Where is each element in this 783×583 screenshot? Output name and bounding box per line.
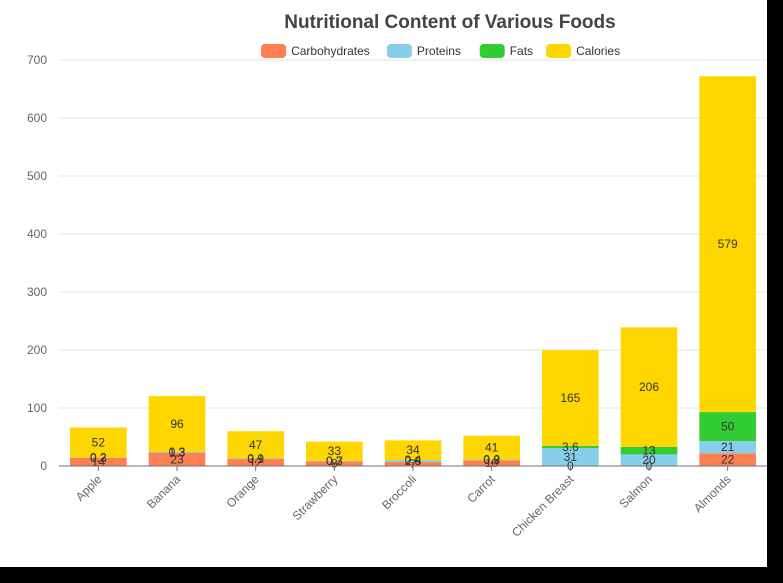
data-label-apple-proteins: 0.3: [90, 451, 107, 465]
bar-chicken-breast-proteins: [542, 448, 599, 466]
data-label-almonds-fats: 50: [721, 420, 735, 434]
legend-item-carbohydrates[interactable]: Carbohydrates: [261, 44, 370, 58]
bar-apple-calories: [70, 427, 127, 458]
y-tick-label-700: 700: [27, 53, 47, 67]
data-label-carrot-fats: 0.2: [483, 453, 500, 467]
x-tick-label-banana: Banana: [144, 472, 183, 511]
data-label-strawberry-carbohydrates: 8: [331, 457, 338, 471]
data-label-salmon-fats: 13: [642, 444, 656, 458]
bar-broccoli-carbohydrates: [384, 461, 442, 466]
y-tick-label-500: 500: [27, 169, 47, 183]
bar-almonds-calories: [699, 76, 756, 413]
legend-item-calories[interactable]: Calories: [546, 44, 620, 58]
data-label-orange-fats: 0.1: [247, 451, 264, 465]
data-label-broccoli-fats: 0.4: [405, 453, 422, 467]
data-label-apple-calories: 52: [92, 436, 106, 450]
x-tick-label-broccoli: Broccoli: [379, 472, 419, 512]
data-label-banana-fats: 0.3: [169, 445, 186, 459]
x-tick-label-strawberry: Strawberry: [290, 472, 341, 523]
y-axis: 0 100 200 300 400 500 600 700: [27, 53, 47, 473]
y-tick-label-600: 600: [27, 111, 47, 125]
bar-almonds-fats: [699, 412, 756, 442]
bar-orange-calories: [227, 431, 284, 459]
data-labels-group: 140.30.252231.30.396120.90.14780.70.3337…: [90, 237, 738, 473]
legend-label-calories: Calories: [576, 44, 620, 58]
data-label-banana-proteins: 1.3: [169, 445, 186, 459]
bar-almonds-proteins: [699, 441, 756, 454]
bar-broccoli-calories: [384, 440, 442, 461]
bar-carrot-calories: [463, 435, 520, 460]
legend-label-proteins: Proteins: [417, 44, 461, 58]
x-tick-label-carrot: Carrot: [464, 472, 498, 506]
x-tick-label-almonds: Almonds: [691, 472, 734, 515]
y-tick-label-400: 400: [27, 227, 47, 241]
data-label-almonds-proteins: 21: [721, 440, 735, 454]
bar-almonds-carbohydrates: [699, 453, 756, 466]
data-label-orange-calories: 47: [249, 438, 263, 452]
bar-salmon-proteins: [620, 454, 678, 466]
bar-chicken-breast-fats: [542, 445, 599, 449]
data-label-strawberry-calories: 33: [328, 444, 342, 458]
data-label-salmon-calories: 206: [639, 380, 659, 394]
bars-group: [70, 76, 756, 466]
data-label-broccoli-carbohydrates: 7: [410, 457, 417, 471]
data-label-apple-carbohydrates: 14: [92, 455, 106, 469]
bar-chicken-breast-calories: [542, 350, 599, 446]
data-label-carrot-proteins: 0.9: [483, 453, 500, 467]
bar-salmon-fats: [620, 446, 678, 455]
data-label-apple-fats: 0.2: [90, 451, 107, 465]
bar-apple-carbohydrates: [70, 457, 127, 466]
stacked-bar-chart: Nutritional Content of Various Foods Car…: [27, 12, 767, 540]
y-tick-label-0: 0: [40, 459, 47, 473]
data-label-broccoli-calories: 34: [406, 443, 420, 457]
bar-orange-proteins: [227, 458, 284, 460]
data-label-salmon-proteins: 20: [642, 453, 656, 467]
data-label-broccoli-proteins: 2.8: [405, 454, 422, 468]
bar-strawberry-calories: [306, 441, 363, 461]
x-axis: Apple Banana Orange Strawberry Broccoli Carro…: [59, 465, 767, 540]
data-label-strawberry-fats: 0.3: [326, 454, 343, 468]
data-label-chicken-breast-fats: 3.6: [562, 440, 579, 454]
chart-panel: Nutritional Content of Various Foods Car…: [0, 0, 767, 567]
bar-banana-calories: [148, 396, 206, 452]
bar-banana-proteins: [148, 451, 206, 453]
x-tick-label-chicken-breast: Chicken Breast: [509, 472, 577, 540]
data-label-chicken-breast-calories: 165: [560, 391, 580, 405]
data-label-carrot-calories: 41: [485, 441, 499, 455]
data-label-orange-proteins: 0.9: [247, 452, 264, 466]
legend-swatch-proteins: [386, 44, 412, 58]
legend-label-carbohydrates: Carbohydrates: [291, 44, 370, 58]
bar-orange-carbohydrates: [227, 459, 284, 466]
x-tick-label-apple: Apple: [73, 472, 105, 504]
data-label-carrot-carbohydrates: 10: [485, 456, 499, 470]
data-label-almonds-calories: 579: [718, 237, 738, 251]
bar-banana-carbohydrates: [148, 452, 206, 466]
data-label-banana-carbohydrates: 23: [170, 452, 184, 466]
data-label-banana-calories: 96: [170, 417, 184, 431]
x-tick-label-salmon: Salmon: [616, 472, 655, 511]
y-tick-label-300: 300: [27, 285, 47, 299]
data-label-chicken-breast-proteins: 31: [564, 450, 578, 464]
data-label-almonds-carbohydrates: 22: [721, 453, 735, 467]
x-tick-label-orange: Orange: [224, 472, 262, 510]
y-tick-label-100: 100: [27, 401, 47, 415]
bar-strawberry-carbohydrates: [306, 461, 363, 466]
chart-title: Nutritional Content of Various Foods: [284, 12, 615, 33]
bar-carrot-carbohydrates: [463, 460, 520, 466]
chart-legend: Carbohydrates Proteins Fats Calories: [261, 44, 620, 58]
legend-swatch-fats: [479, 44, 505, 58]
data-label-strawberry-proteins: 0.7: [326, 454, 343, 468]
bar-salmon-calories: [620, 327, 678, 447]
legend-item-fats[interactable]: Fats: [479, 44, 533, 58]
legend-swatch-calories: [546, 44, 572, 58]
legend-label-fats: Fats: [510, 44, 533, 58]
y-tick-label-200: 200: [27, 343, 47, 357]
legend-swatch-carbohydrates: [261, 44, 287, 58]
legend-item-proteins[interactable]: Proteins: [386, 44, 461, 58]
bar-carrot-proteins: [463, 459, 520, 461]
bar-broccoli-proteins: [384, 460, 442, 462]
